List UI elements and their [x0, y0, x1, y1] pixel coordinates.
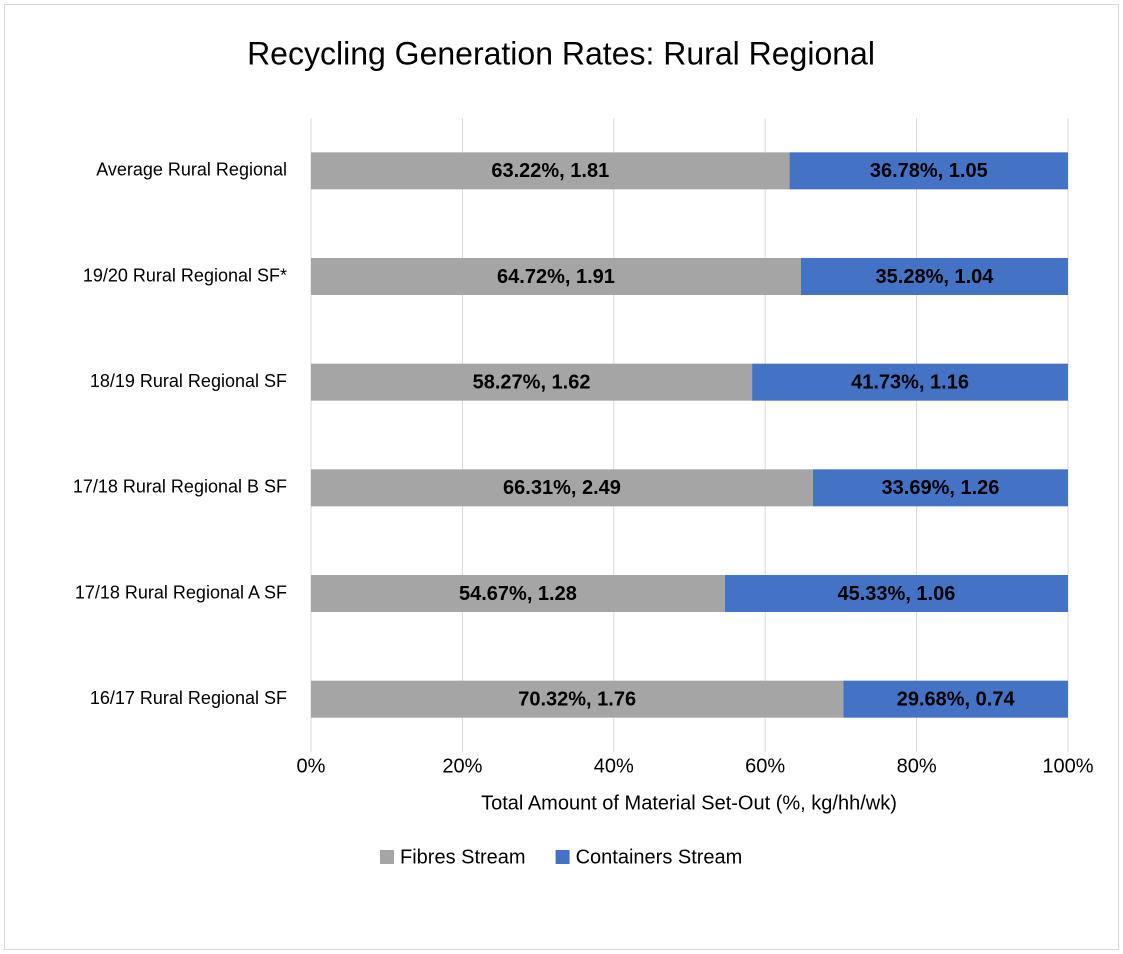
x-tick-label: 40% [594, 755, 634, 777]
x-tick-label: 0% [297, 755, 326, 777]
x-axis-title: Total Amount of Material Set-Out (%, kg/… [481, 792, 897, 814]
y-tick-label: 19/20 Rural Regional SF* [83, 265, 287, 285]
data-label: 70.32%, 1.76 [518, 688, 636, 710]
bar-segment [812, 469, 1068, 507]
bar-segment [311, 469, 813, 507]
legend-swatch [380, 850, 394, 864]
bar-segment [752, 363, 1068, 401]
x-tick-label: 60% [745, 755, 785, 777]
data-label: 45.33%, 1.06 [837, 583, 955, 605]
data-label: 54.67%, 1.28 [459, 583, 577, 605]
chart-title: Recycling Generation Rates: Rural Region… [247, 35, 875, 71]
bar-segment [311, 575, 725, 612]
bar-segment [843, 680, 1068, 718]
bar-segment [789, 152, 1068, 190]
bar-segment [800, 258, 1068, 295]
legend-label: Containers Stream [576, 846, 743, 868]
data-label: 35.28%, 1.04 [876, 266, 995, 288]
y-tick-label: 17/18 Rural Regional B SF [73, 477, 287, 497]
x-tick-label: 80% [897, 755, 937, 777]
data-label: 58.27%, 1.62 [473, 371, 591, 393]
data-label: 64.72%, 1.91 [497, 266, 615, 288]
y-tick-label: 18/19 Rural Regional SF [90, 371, 287, 391]
y-tick-label: 16/17 Rural Regional SF [90, 688, 287, 708]
data-label: 33.69%, 1.26 [882, 477, 1000, 499]
bar-segment [311, 363, 753, 401]
data-label: 41.73%, 1.16 [851, 371, 969, 393]
data-label: 66.31%, 2.49 [503, 477, 621, 499]
bar-segment [311, 152, 790, 190]
x-tick-label: 20% [442, 755, 482, 777]
x-tick-label: 100% [1042, 755, 1093, 777]
y-tick-label: Average Rural Regional [96, 160, 287, 180]
data-label: 29.68%, 0.74 [897, 688, 1016, 710]
data-label: 63.22%, 1.81 [491, 160, 609, 182]
data-label: 36.78%, 1.05 [870, 160, 988, 182]
bar-segment [724, 575, 1068, 612]
y-tick-label: 17/18 Rural Regional A SF [75, 582, 287, 602]
legend-label: Fibres Stream [400, 846, 526, 868]
bar-segment [311, 258, 801, 295]
bar-segment [311, 680, 844, 718]
legend-swatch [555, 850, 570, 864]
